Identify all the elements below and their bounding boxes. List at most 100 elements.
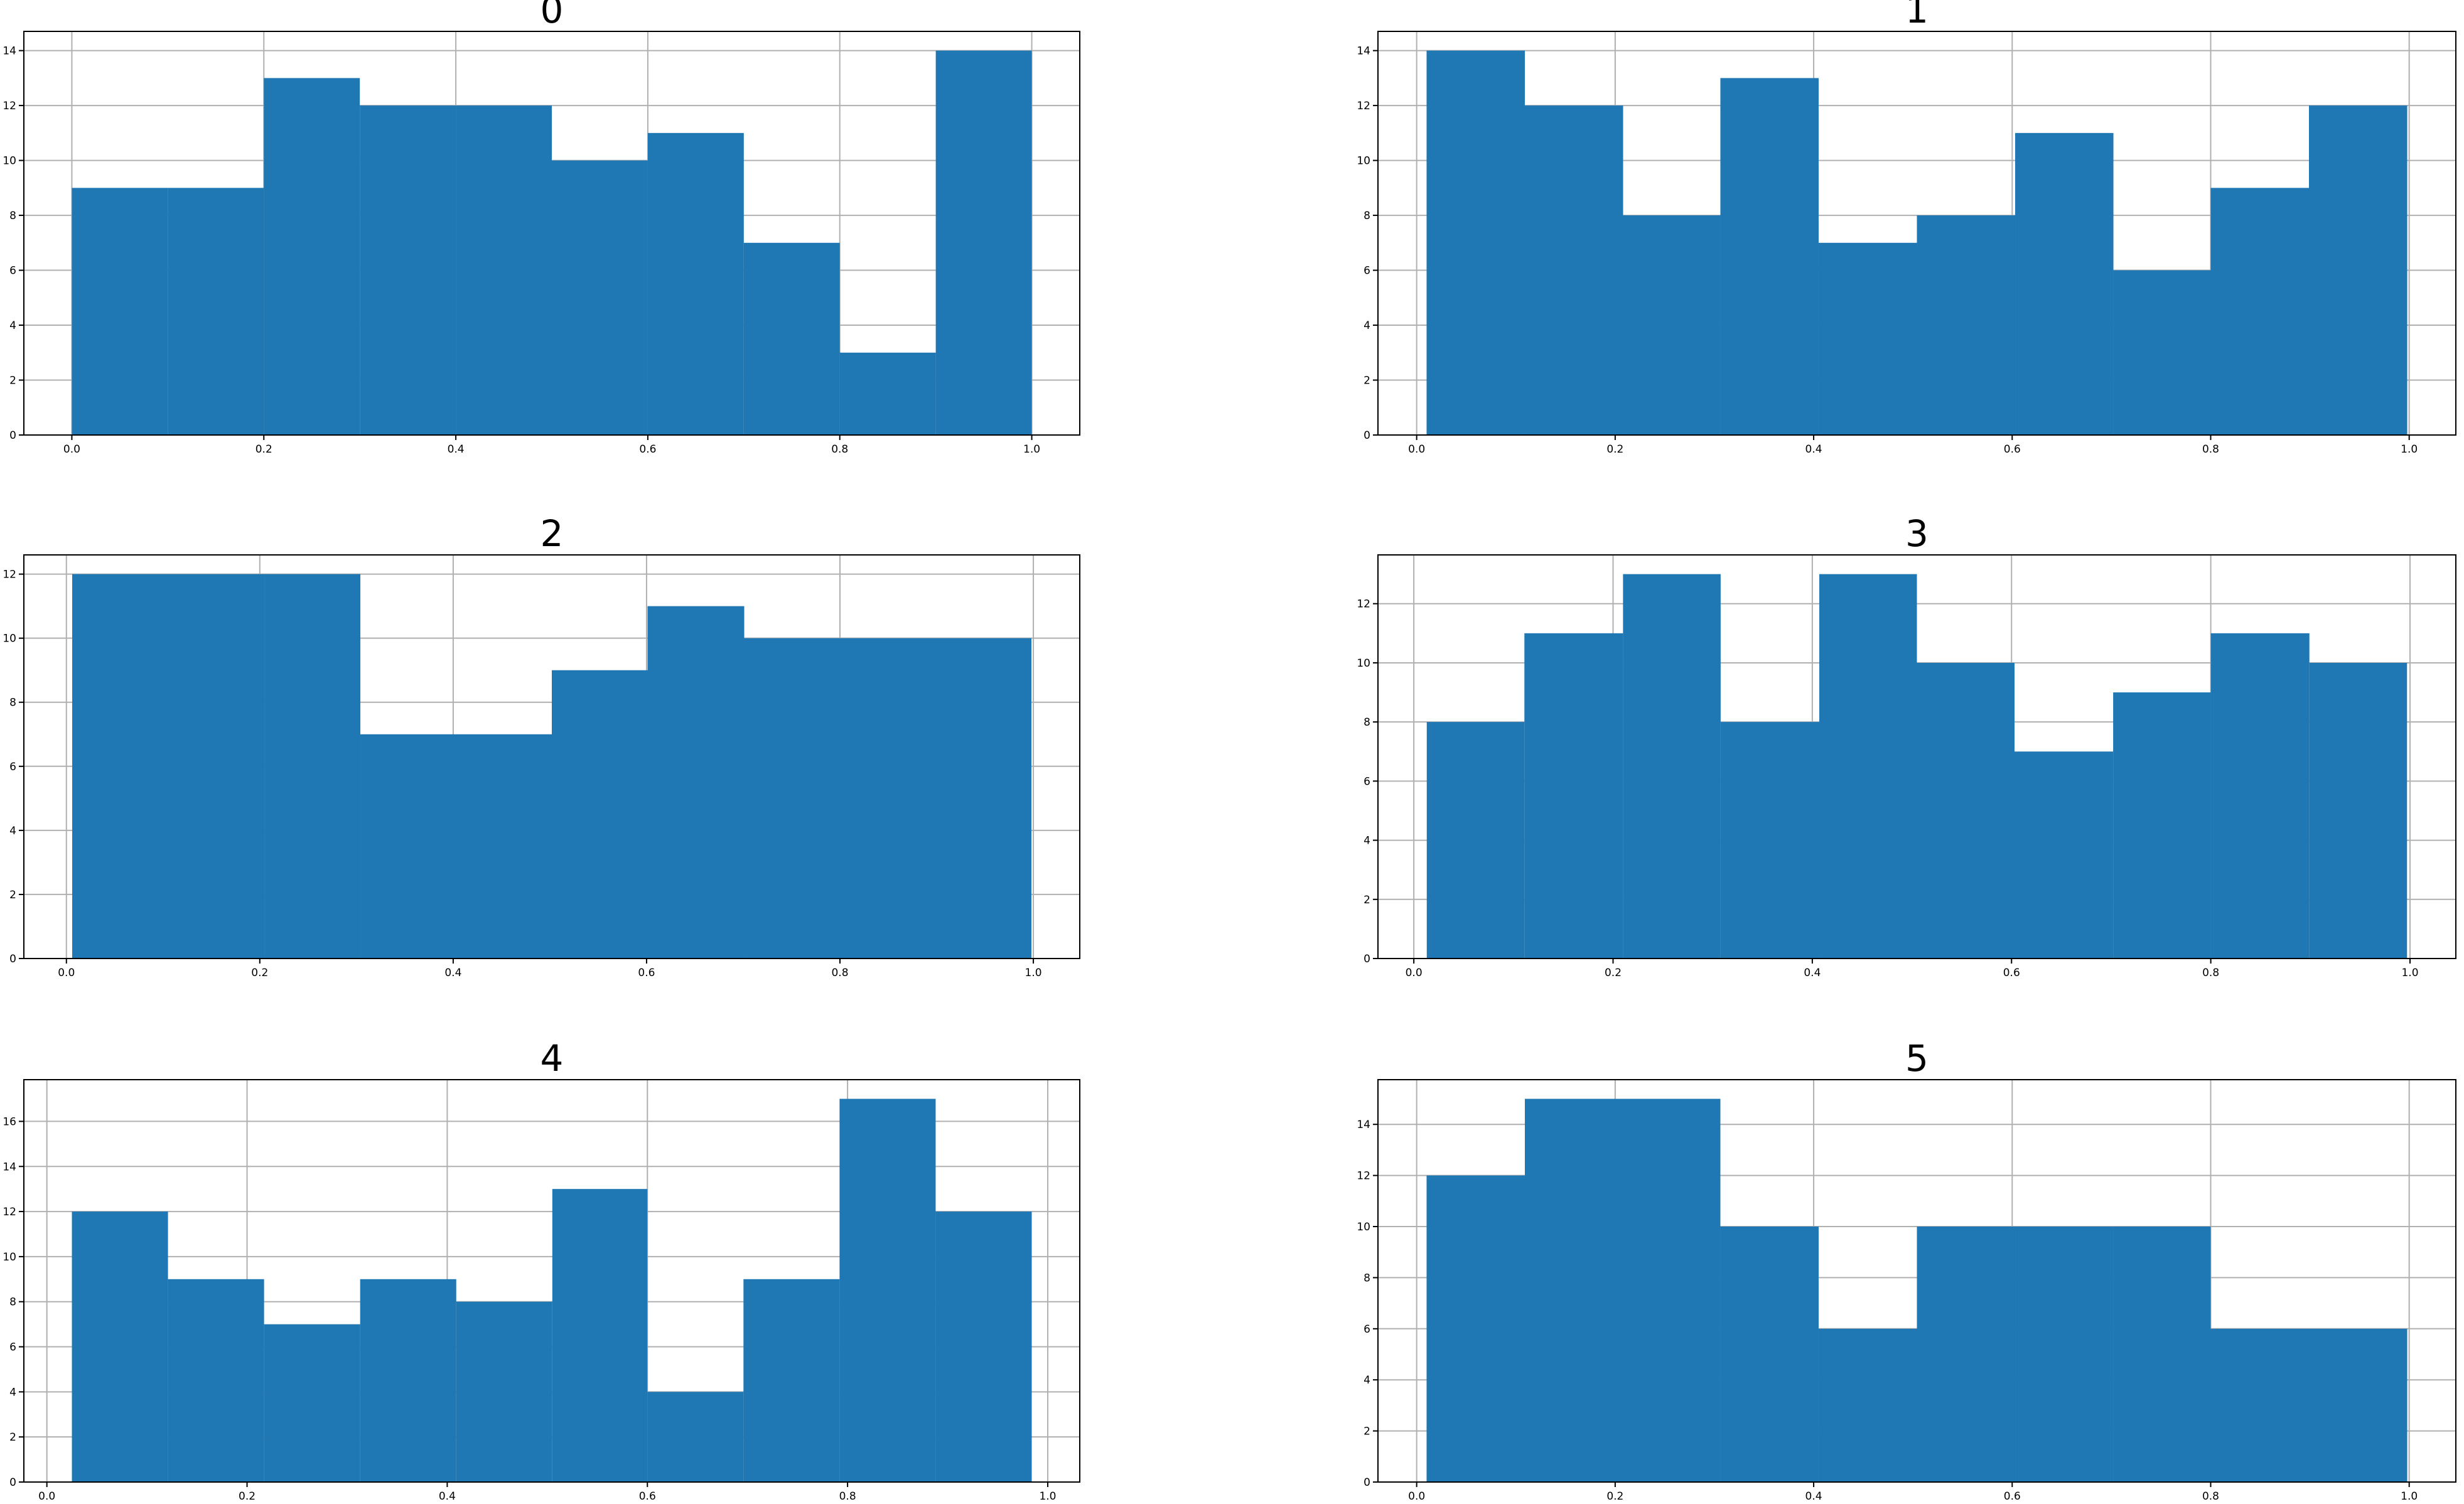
y-tick-label: 6 xyxy=(1364,1323,1370,1336)
bar xyxy=(647,132,744,435)
x-tick-label: 0.8 xyxy=(2202,1490,2219,1503)
bar xyxy=(264,78,360,436)
bar xyxy=(552,670,648,959)
y-tick-label: 14 xyxy=(1357,1119,1370,1131)
bar xyxy=(743,242,840,435)
subplot-title: 3 xyxy=(1905,512,1929,555)
bar xyxy=(2113,1227,2211,1482)
bar xyxy=(935,638,1031,959)
bar xyxy=(552,160,648,436)
bar xyxy=(647,606,745,959)
x-tick-label: 0.4 xyxy=(444,967,461,979)
bar xyxy=(72,188,168,435)
bar xyxy=(1426,50,1525,436)
y-tick-label: 12 xyxy=(1357,100,1370,112)
x-tick-label: 0.0 xyxy=(1408,1490,1425,1503)
bar xyxy=(1818,1328,1917,1482)
bar xyxy=(1720,722,1819,959)
x-tick-label: 0.0 xyxy=(63,443,80,456)
y-tick-label: 12 xyxy=(3,1206,16,1218)
subplot-title: 2 xyxy=(541,512,564,555)
x-tick-label: 0.6 xyxy=(2004,443,2021,456)
y-tick-label: 10 xyxy=(1357,657,1370,670)
y-tick-label: 0 xyxy=(1364,1476,1370,1489)
bar xyxy=(168,1279,264,1482)
y-tick-label: 8 xyxy=(1364,716,1370,729)
bar xyxy=(1720,78,1819,436)
y-tick-label: 8 xyxy=(9,1296,16,1309)
x-tick-label: 0.6 xyxy=(638,967,655,979)
y-tick-label: 8 xyxy=(9,697,16,709)
x-tick-label: 0.8 xyxy=(831,443,848,456)
y-tick-label: 6 xyxy=(9,1341,16,1354)
y-tick-label: 6 xyxy=(9,265,16,277)
y-tick-label: 4 xyxy=(1364,1374,1370,1387)
bar xyxy=(1917,662,2015,959)
x-tick-label: 0.2 xyxy=(256,443,272,456)
bar xyxy=(2309,1328,2408,1482)
y-tick-label: 4 xyxy=(1364,320,1370,332)
y-tick-label: 2 xyxy=(1364,894,1370,906)
axes-frame xyxy=(1377,31,2456,436)
y-tick-label: 12 xyxy=(1357,598,1370,611)
bar xyxy=(2309,105,2408,435)
bar xyxy=(744,638,841,959)
x-tick-label: 1.0 xyxy=(1025,967,1042,979)
subplot: 4 0 2 4 6 8 10 12 14 16 0.0 0.2 0.4 0.6 0.8 1.0 xyxy=(3,1037,1080,1503)
bar xyxy=(1524,1098,1623,1482)
y-tick-label: 10 xyxy=(3,633,16,645)
bar xyxy=(1623,1098,1721,1482)
axes-frame xyxy=(23,1079,1080,1483)
x-tick-label: 0.4 xyxy=(1805,1490,1822,1503)
bar xyxy=(935,1211,1032,1482)
y-tick-label: 4 xyxy=(9,320,16,332)
bar xyxy=(168,574,265,959)
x-tick-label: 1.0 xyxy=(2401,1490,2418,1503)
bar xyxy=(360,734,456,959)
x-tick-label: 0.0 xyxy=(1406,967,1423,979)
bar xyxy=(2015,751,2114,959)
bar xyxy=(2210,1328,2310,1482)
y-tick-label: 6 xyxy=(1364,265,1370,277)
x-tick-label: 0.2 xyxy=(1606,1490,1623,1503)
bar xyxy=(2015,132,2114,435)
y-tick-label: 10 xyxy=(1357,1221,1370,1233)
x-tick-label: 1.0 xyxy=(1039,1490,1056,1503)
bar xyxy=(360,1279,456,1482)
y-tick-label: 10 xyxy=(3,1251,16,1264)
y-tick-label: 0 xyxy=(9,953,16,965)
bar xyxy=(1917,1227,2016,1482)
bar xyxy=(1426,1175,1525,1482)
y-tick-label: 0 xyxy=(1364,429,1370,442)
subplot: 3 0 2 4 6 8 10 12 0.0 0.2 0.4 0.6 0.8 1.0 xyxy=(1357,512,2456,979)
subplot: 0 0 2 4 6 8 10 12 14 0.0 0.2 0.4 0.6 0.8 1.0 xyxy=(3,0,1080,456)
y-tick-label: 12 xyxy=(3,569,16,581)
bar xyxy=(2113,692,2211,959)
bar xyxy=(1524,105,1623,435)
x-tick-label: 0.6 xyxy=(639,1490,656,1503)
subplot-title: 4 xyxy=(541,1037,564,1080)
y-tick-label: 2 xyxy=(9,1431,16,1444)
y-tick-label: 0 xyxy=(9,429,16,442)
y-tick-label: 0 xyxy=(9,1476,16,1489)
bar xyxy=(72,574,168,959)
x-tick-label: 0.4 xyxy=(439,1490,456,1503)
y-tick-label: 14 xyxy=(3,1161,16,1173)
subplot-title: 0 xyxy=(541,0,564,31)
y-tick-label: 0 xyxy=(1364,953,1370,965)
y-tick-label: 4 xyxy=(9,1386,16,1399)
x-tick-label: 0.2 xyxy=(1605,967,1622,979)
bar xyxy=(839,1098,936,1482)
x-tick-label: 0.0 xyxy=(38,1490,55,1503)
bar xyxy=(743,1279,840,1482)
y-tick-label: 2 xyxy=(9,375,16,387)
bar xyxy=(2210,633,2310,959)
x-tick-label: 0.2 xyxy=(239,1490,256,1503)
x-tick-label: 0.8 xyxy=(2202,443,2219,456)
bar xyxy=(1917,215,2016,435)
bar xyxy=(1818,242,1917,435)
bar xyxy=(839,352,936,435)
x-tick-label: 0.0 xyxy=(58,967,75,979)
bar xyxy=(456,105,552,435)
bar xyxy=(2015,1227,2114,1482)
